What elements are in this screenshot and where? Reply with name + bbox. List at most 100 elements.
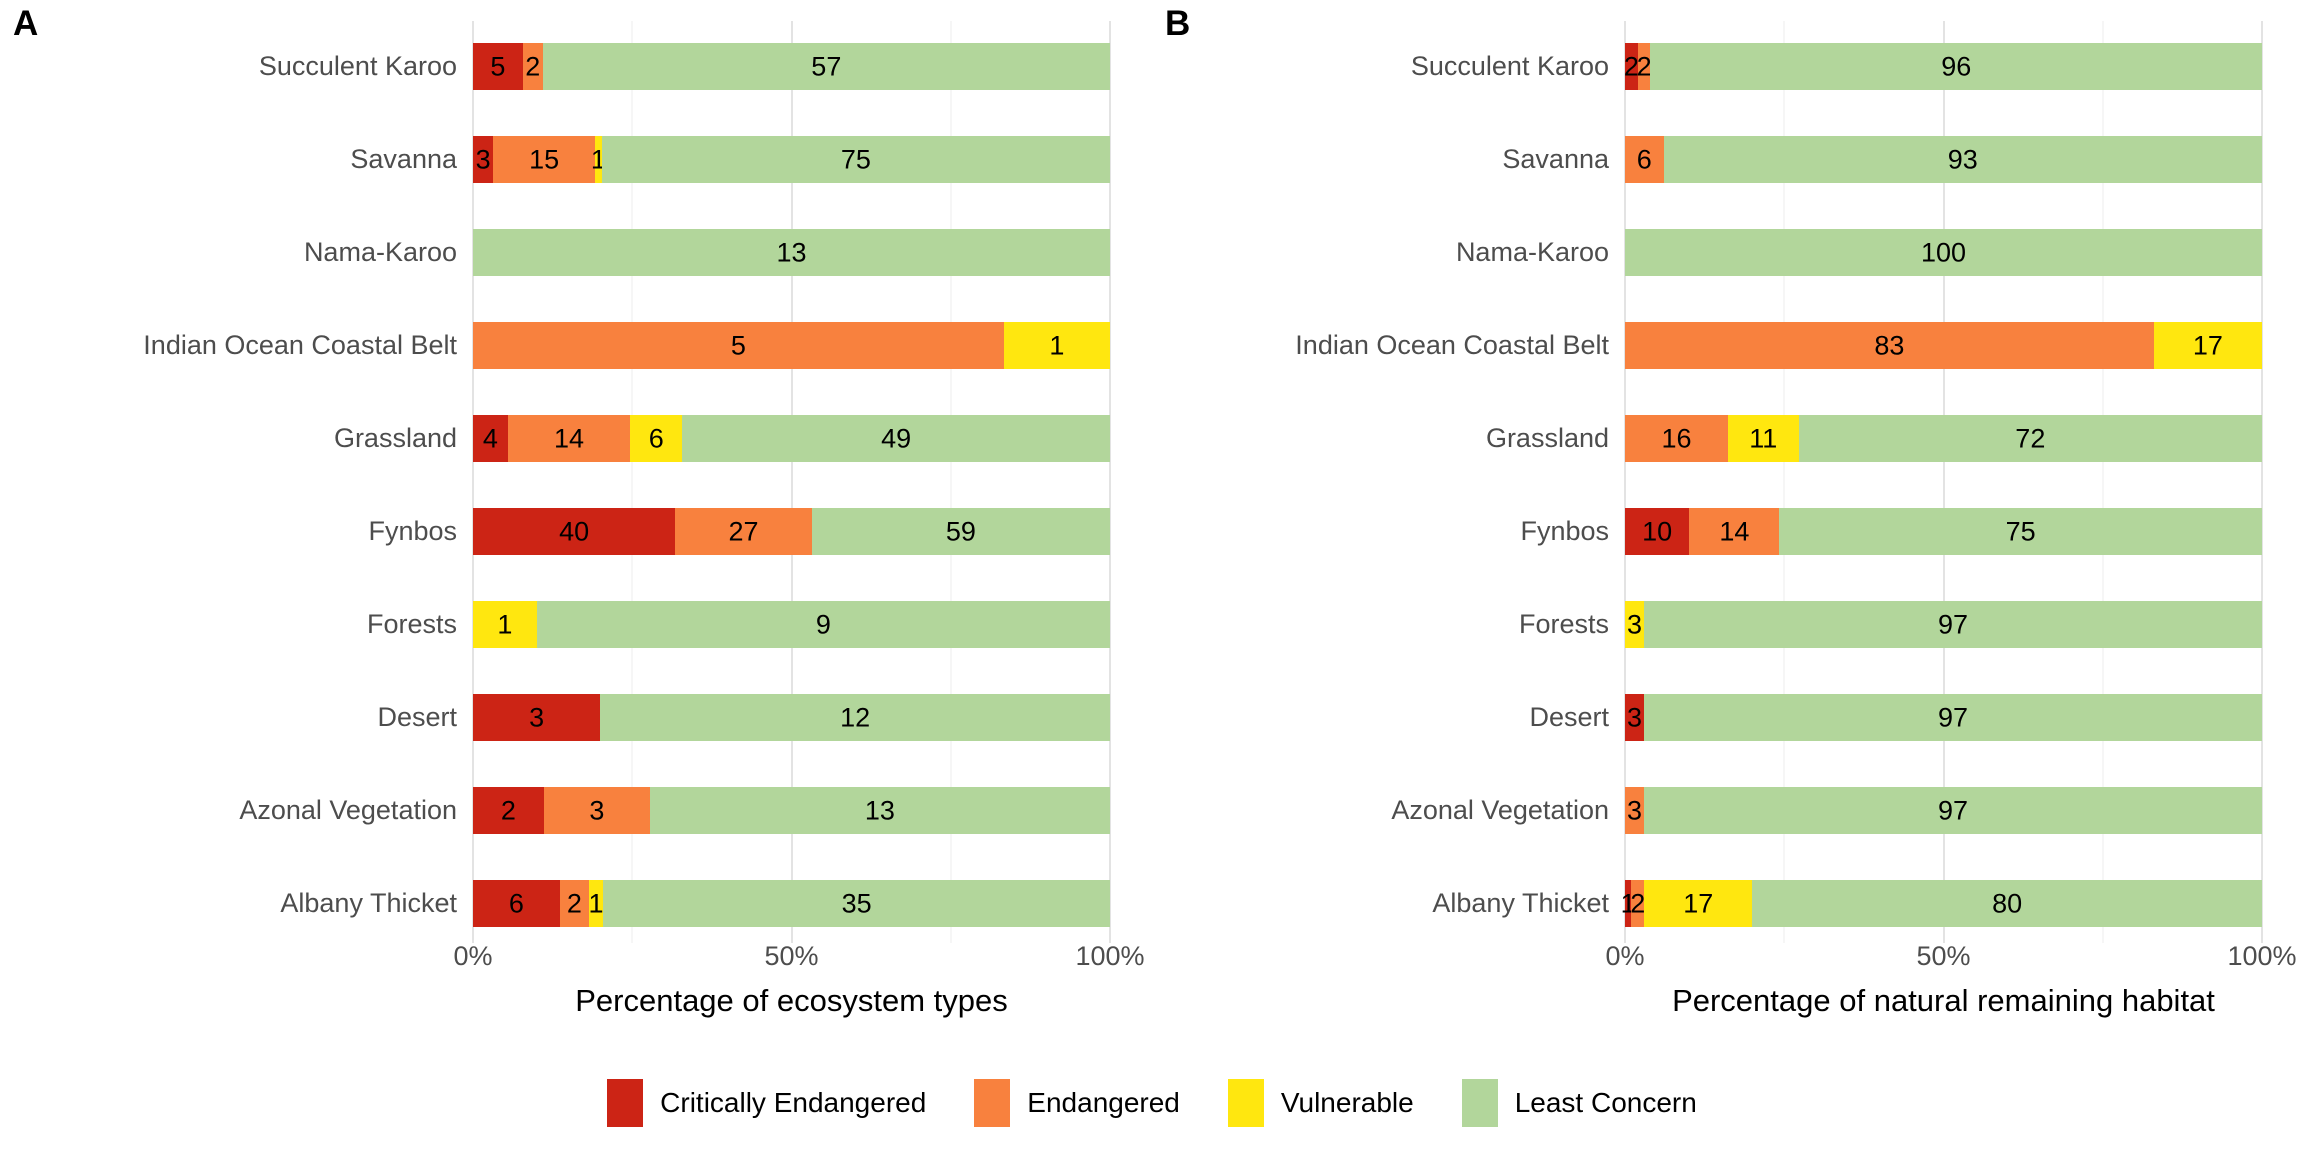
segment-value-label: 2 xyxy=(525,51,541,81)
segment-value-label: 17 xyxy=(1683,888,1714,918)
legend-label: Vulnerable xyxy=(1280,1087,1414,1118)
x-tick-label: 100% xyxy=(2227,941,2297,971)
category-label-succulent-karoo: Succulent Karoo xyxy=(1410,51,1609,81)
category-axis: Succulent Karoo Savanna Nama-Karoo Indian O… xyxy=(0,43,473,927)
bar-segment-least-concern: 75 xyxy=(1779,508,2262,555)
segment-value-label: 16 xyxy=(1661,423,1692,453)
segment-value-label: 6 xyxy=(1636,144,1652,174)
bar-row-grassland: 16 11 72 xyxy=(1625,415,2262,462)
segment-value-label: 35 xyxy=(841,888,872,918)
category-label-azonal-vegetation: Azonal Vegetation xyxy=(1391,795,1609,825)
category-label-forests: Forests xyxy=(1518,609,1609,639)
category-label-albany-thicket: Albany Thicket xyxy=(1432,888,1609,918)
category-label-nama-karoo: Nama-Karoo xyxy=(303,237,457,267)
bar-segment-least-concern: 93 xyxy=(1663,136,2262,183)
x-tick-label: 50% xyxy=(764,941,819,971)
segment-value-label: 83 xyxy=(1874,330,1905,360)
bar-segment-least-concern: 12 xyxy=(600,694,1110,741)
bar-segment-critically-endangered: 40 xyxy=(473,508,676,555)
bar-segment-least-concern: 97 xyxy=(1644,787,2262,834)
segment-value-label: 1 xyxy=(1049,330,1065,360)
bar-segment-endangered: 15 xyxy=(493,136,595,183)
bar-segment-vulnerable: 1 xyxy=(473,601,537,648)
gridline-minor xyxy=(1783,21,1785,943)
segment-value-label: 2 xyxy=(1623,51,1639,81)
bar-segment-endangered: 3 xyxy=(543,787,650,834)
x-axis-title: Percentage of ecosystem types xyxy=(575,983,1008,1018)
gridline-minor xyxy=(2102,21,2104,943)
bar-row-savanna: 6 93 xyxy=(1625,136,2262,183)
segment-value-label: 15 xyxy=(529,144,560,174)
bar-segment-critically-endangered: 3 xyxy=(473,136,494,183)
category-label-savanna: Savanna xyxy=(350,144,457,174)
segment-value-label: 9 xyxy=(815,609,831,639)
bar-row-azonal-vegetation: 2 3 13 xyxy=(473,787,1110,834)
bar-segment-endangered: 3 xyxy=(1625,787,1645,834)
gridline-major xyxy=(2261,21,2263,943)
segment-value-label: 14 xyxy=(1719,516,1750,546)
bar-segment-least-concern: 59 xyxy=(811,508,1110,555)
bar-row-grassland: 4 14 6 49 xyxy=(473,415,1110,462)
bar-segment-critically-endangered: 6 xyxy=(473,880,560,927)
bar-segment-critically-endangered: 3 xyxy=(1625,694,1645,741)
segment-value-label: 57 xyxy=(811,51,842,81)
bar-segment-least-concern: 80 xyxy=(1752,880,2262,927)
segment-value-label: 49 xyxy=(881,423,912,453)
category-label-grassland: Grassland xyxy=(333,423,457,453)
segment-value-label: 1 xyxy=(497,609,513,639)
segment-value-label: 3 xyxy=(1627,795,1643,825)
gridline-major xyxy=(1624,21,1626,943)
category-label-azonal-vegetation: Azonal Vegetation xyxy=(239,795,457,825)
legend-item-endangered: Endangered xyxy=(974,1079,1180,1127)
bar-segment-critically-endangered: 2 xyxy=(473,787,544,834)
bar-segment-endangered: 83 xyxy=(1625,322,2154,369)
bar-segment-vulnerable: 1 xyxy=(588,880,604,927)
category-label-savanna: Savanna xyxy=(1502,144,1609,174)
bar-segment-endangered: 6 xyxy=(1625,136,1664,183)
gridline-minor xyxy=(631,21,633,943)
x-tick-label: 50% xyxy=(1916,941,1971,971)
category-label-desert: Desert xyxy=(377,702,457,732)
segment-value-label: 59 xyxy=(945,516,976,546)
figure: A Succulent Karoo Savanna Nama-Karoo Indian … xyxy=(0,0,2297,1019)
category-label-forests: Forests xyxy=(366,609,457,639)
plot-area: 5 2 57 3 15 1 75 13 5 1 4 14 6 49 40 27 59 1 9 3 12 2 3 13 6 2 1 35 xyxy=(472,21,1111,943)
segment-value-label: 93 xyxy=(1947,144,1978,174)
bar-segment-vulnerable: 17 xyxy=(2153,322,2262,369)
bar-row-albany-thicket: 6 2 1 35 xyxy=(473,880,1110,927)
segment-value-label: 3 xyxy=(529,702,545,732)
bar-segment-endangered: 14 xyxy=(507,415,631,462)
segment-value-label: 6 xyxy=(508,888,524,918)
category-label-nama-karoo: Nama-Karoo xyxy=(1455,237,1609,267)
bar-segment-endangered: 14 xyxy=(1689,508,1780,555)
gridline-major xyxy=(1942,21,1945,943)
bar-segment-least-concern: 96 xyxy=(1650,43,2262,90)
segment-value-label: 1 xyxy=(588,888,604,918)
bar-row-nama-karoo: 13 xyxy=(473,229,1110,276)
segment-value-label: 3 xyxy=(475,144,491,174)
chart-body: Succulent Karoo Savanna Nama-Karoo Indian O… xyxy=(0,0,1152,943)
bars: 5 2 57 3 15 1 75 13 5 1 4 14 6 49 40 27 59 1 9 3 12 2 3 13 6 2 1 35 xyxy=(473,43,1110,927)
segment-value-label: 72 xyxy=(2015,423,2046,453)
bar-segment-endangered: 27 xyxy=(675,508,812,555)
x-axis-ticks: 0% 50% 100% xyxy=(1605,941,2296,975)
panel-a: A Succulent Karoo Savanna Nama-Karoo Indian … xyxy=(0,0,1152,1019)
bars: 2 2 96 6 93 100 83 17 16 11 72 10 14 75 3 97 3 97 3 97 1 2 17 8… xyxy=(1621,43,2262,927)
bar-segment-endangered: 5 xyxy=(473,322,1004,369)
segment-value-label: 2 xyxy=(1630,888,1646,918)
segment-value-label: 6 xyxy=(648,423,664,453)
bar-segment-endangered: 2 xyxy=(1637,43,1652,90)
segment-value-label: 100 xyxy=(1920,237,1967,267)
legend-item-critically-endangered: Critically Endangered xyxy=(607,1079,926,1127)
bar-row-fynbos: 40 27 59 xyxy=(473,508,1110,555)
bar-segment-least-concern: 13 xyxy=(473,229,1110,276)
category-label-succulent-karoo: Succulent Karoo xyxy=(258,51,457,81)
bar-segment-vulnerable: 3 xyxy=(1625,601,1645,648)
x-axis-title: Percentage of natural remaining habitat xyxy=(1672,983,2215,1018)
bar-row-azonal-vegetation: 3 97 xyxy=(1625,787,2262,834)
segment-value-label: 17 xyxy=(2192,330,2223,360)
segment-value-label: 3 xyxy=(1627,609,1643,639)
legend-label: Endangered xyxy=(1027,1087,1180,1118)
bar-row-indian-ocean-coastal-belt: 83 17 xyxy=(1625,322,2262,369)
